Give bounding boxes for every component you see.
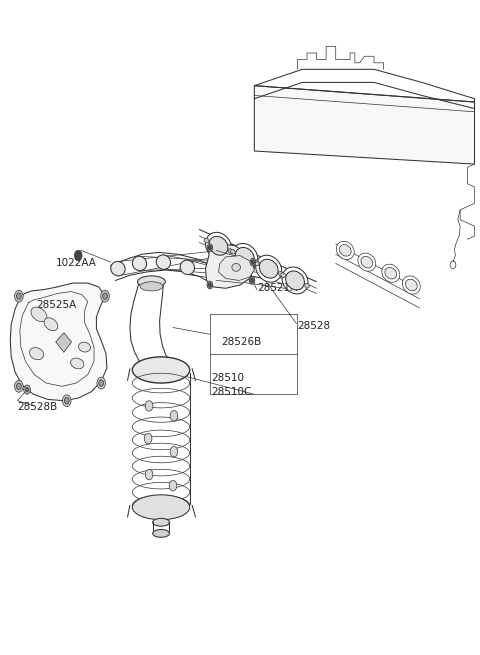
Ellipse shape: [402, 276, 420, 294]
Ellipse shape: [406, 279, 417, 291]
Circle shape: [64, 398, 69, 404]
Ellipse shape: [156, 255, 170, 269]
Ellipse shape: [228, 249, 233, 253]
Text: 28526B: 28526B: [221, 337, 261, 347]
Ellipse shape: [79, 342, 90, 352]
Ellipse shape: [132, 495, 190, 519]
Ellipse shape: [132, 256, 147, 271]
Text: 28525A: 28525A: [36, 299, 77, 310]
Ellipse shape: [259, 259, 278, 278]
Polygon shape: [254, 86, 475, 164]
Ellipse shape: [153, 518, 169, 526]
Ellipse shape: [44, 318, 58, 331]
Circle shape: [207, 281, 213, 289]
Ellipse shape: [305, 284, 309, 288]
Ellipse shape: [180, 260, 194, 274]
Circle shape: [208, 283, 211, 287]
Ellipse shape: [254, 260, 259, 265]
Ellipse shape: [358, 253, 376, 271]
Circle shape: [16, 383, 21, 390]
Ellipse shape: [336, 241, 354, 259]
Circle shape: [170, 411, 178, 421]
Text: 28510: 28510: [211, 373, 244, 383]
Circle shape: [251, 278, 253, 282]
Circle shape: [25, 388, 28, 392]
Ellipse shape: [235, 248, 254, 267]
Ellipse shape: [71, 358, 84, 369]
Ellipse shape: [230, 250, 235, 254]
Ellipse shape: [232, 244, 258, 271]
Ellipse shape: [205, 233, 231, 259]
Polygon shape: [218, 255, 254, 280]
Circle shape: [14, 381, 23, 392]
Ellipse shape: [132, 357, 190, 383]
Circle shape: [252, 260, 254, 264]
Ellipse shape: [361, 256, 372, 268]
Circle shape: [97, 377, 106, 389]
Text: 28528: 28528: [298, 321, 331, 331]
Ellipse shape: [254, 261, 259, 266]
Circle shape: [103, 293, 108, 299]
Circle shape: [14, 290, 23, 302]
Polygon shape: [10, 283, 107, 401]
Circle shape: [169, 481, 177, 491]
Circle shape: [207, 244, 213, 252]
Ellipse shape: [281, 273, 286, 278]
Ellipse shape: [286, 271, 304, 290]
Polygon shape: [56, 333, 72, 352]
Ellipse shape: [29, 348, 44, 360]
Polygon shape: [132, 373, 190, 504]
Text: 28521A: 28521A: [257, 283, 297, 293]
Circle shape: [16, 293, 21, 299]
Circle shape: [145, 470, 153, 480]
Circle shape: [170, 447, 178, 457]
Ellipse shape: [209, 236, 228, 255]
Ellipse shape: [153, 529, 169, 537]
Circle shape: [145, 401, 153, 411]
Text: 1022AA: 1022AA: [56, 259, 96, 269]
Ellipse shape: [138, 276, 165, 288]
Circle shape: [99, 380, 104, 386]
Circle shape: [250, 258, 256, 266]
Circle shape: [144, 434, 152, 444]
Ellipse shape: [282, 267, 308, 294]
Circle shape: [62, 395, 71, 407]
Ellipse shape: [111, 261, 125, 276]
Text: 28528B: 28528B: [17, 402, 58, 412]
Ellipse shape: [232, 263, 240, 271]
Ellipse shape: [140, 282, 163, 291]
Ellipse shape: [382, 264, 400, 282]
Ellipse shape: [339, 244, 351, 256]
Circle shape: [101, 290, 109, 302]
Ellipse shape: [204, 238, 209, 243]
Circle shape: [24, 385, 30, 394]
Circle shape: [249, 276, 255, 284]
Circle shape: [208, 246, 211, 250]
Ellipse shape: [31, 307, 47, 322]
Text: 28510C: 28510C: [211, 386, 252, 396]
Ellipse shape: [256, 255, 282, 282]
Polygon shape: [205, 244, 254, 288]
Ellipse shape: [385, 267, 396, 279]
Ellipse shape: [278, 272, 283, 276]
Circle shape: [74, 250, 82, 261]
